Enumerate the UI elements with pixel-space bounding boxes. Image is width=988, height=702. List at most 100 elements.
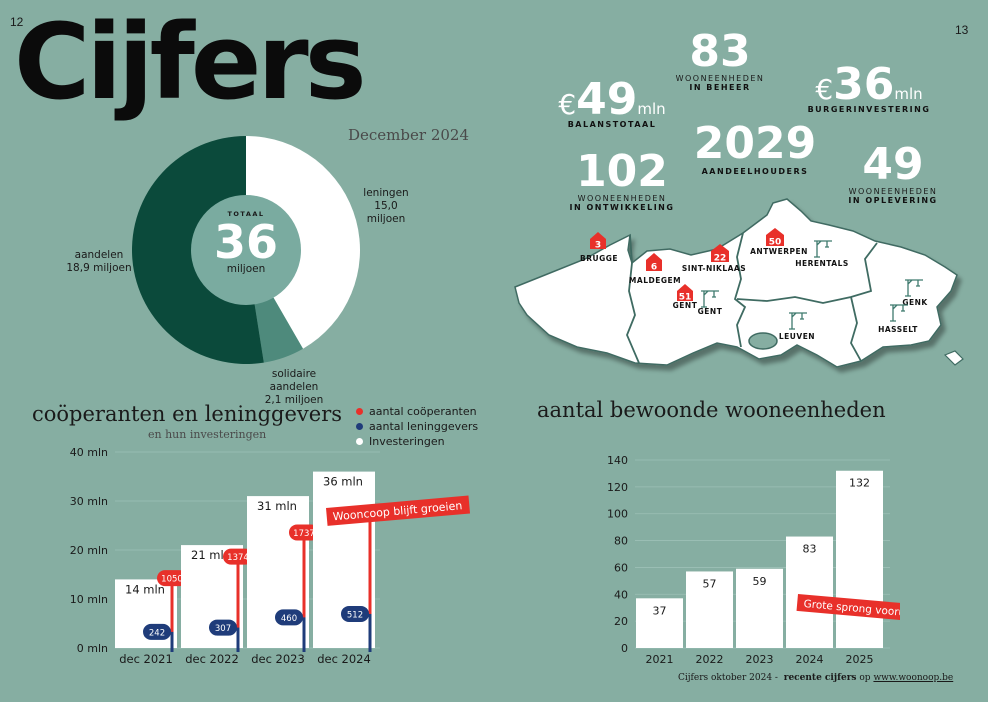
- investment-value-label: 36 mln: [323, 475, 363, 489]
- crane-icon-hasselt: [890, 304, 908, 322]
- units-bar: [686, 571, 733, 648]
- lender-bubble: [275, 609, 303, 626]
- y-tick-label: 40: [614, 588, 628, 601]
- units-chart: 0 20 40 60 80 100 120 140 37 2021 57 2022 59 2023 83 20…: [607, 454, 900, 666]
- y-tick-label: 20 mln: [70, 544, 108, 557]
- stat-units-managed: 83 WOONEENHEDEN IN BEHEER: [675, 26, 765, 93]
- donut-center-value: 36: [213, 215, 278, 269]
- stat-in-delivery: 49 WOONEENHEDEN IN OPLEVERING: [848, 139, 938, 206]
- map-city-genk: GENK: [902, 298, 928, 307]
- map-city-antwerpen: ANTWERPEN: [750, 247, 808, 256]
- units-bar: [636, 598, 683, 648]
- map-city-maldegem: MALDEGEM: [629, 276, 681, 285]
- units-value-label: 83: [803, 543, 817, 556]
- svg-text:22: 22: [714, 254, 727, 264]
- legend-dot: [356, 438, 363, 445]
- brussels-hole: [748, 332, 778, 350]
- lender-bubble: [209, 619, 237, 636]
- investment-bar: [313, 471, 375, 648]
- province-border: [850, 296, 862, 362]
- crane-icon-gent: [701, 290, 719, 308]
- map-city-gent-pin: GENT: [673, 301, 698, 310]
- y-tick-label: 100: [607, 508, 628, 521]
- cooperant-value: 1050: [161, 575, 183, 585]
- province-border: [736, 242, 878, 304]
- map-city-herentals: HERENTALS: [795, 259, 849, 268]
- lender-value: 460: [281, 614, 297, 624]
- y-tick-label: 40 mln: [70, 446, 108, 459]
- map-pin-sint-niklaas[interactable]: 22: [711, 244, 729, 264]
- svg-text:51: 51: [679, 293, 692, 303]
- donut-center-unit: miljoen: [226, 263, 266, 275]
- map-pin-brugge[interactable]: 3: [590, 232, 606, 251]
- footer-link[interactable]: www.woonoop.be: [873, 673, 954, 683]
- y-tick-label: 20: [614, 615, 628, 628]
- map-pin-gent[interactable]: 51: [677, 284, 693, 303]
- donut-label-leningen: leningen 15,0 miljoen: [363, 187, 409, 226]
- investment-value-label: 31 mln: [257, 499, 297, 513]
- page-subtitle: December 2024: [348, 126, 469, 144]
- donut-chart: [131, 136, 360, 364]
- map-shape: [514, 198, 958, 368]
- legend-dot: [356, 423, 363, 430]
- units-value-label: 132: [849, 477, 870, 490]
- x-tick-label: 2022: [696, 653, 724, 666]
- y-tick-label: 0: [621, 642, 628, 655]
- lender-bubble: [143, 623, 171, 640]
- cooperant-bubble: [223, 548, 253, 565]
- units-bar: [836, 470, 883, 648]
- x-tick-label: 2024: [796, 653, 824, 666]
- map-pin-antwerpen[interactable]: 50: [766, 228, 784, 248]
- x-tick-label: dec 2022: [185, 652, 239, 666]
- lender-value: 512: [347, 610, 363, 620]
- units-value-label: 57: [703, 577, 717, 590]
- legend-item: Investeringen: [356, 434, 478, 449]
- donut-center: [191, 195, 301, 305]
- lender-value: 307: [215, 624, 231, 634]
- units-value-label: 59: [753, 575, 767, 588]
- crane-icon-leuven: [789, 312, 807, 330]
- map-city-hasselt: HASSELT: [878, 325, 918, 334]
- map-city-gent-project: GENT: [698, 307, 723, 316]
- legend-item: aantal leninggevers: [356, 419, 478, 434]
- province-border: [626, 234, 640, 364]
- y-tick-label: 10 mln: [70, 593, 108, 606]
- investment-bar: [247, 496, 309, 648]
- lender-bubble: [341, 605, 369, 622]
- annotation-box: [326, 495, 471, 526]
- left-chart-subtitle: en hun investeringen: [148, 428, 267, 441]
- y-tick-label: 60: [614, 561, 628, 574]
- donut-center-label: TOTAAL: [227, 210, 265, 218]
- annotation-box: [796, 594, 900, 622]
- x-tick-label: 2025: [846, 653, 874, 666]
- crane-icon-herentals: [814, 240, 832, 258]
- investment-value-label: 14 mln: [125, 582, 165, 596]
- cooperant-value: 1374: [227, 553, 249, 563]
- map-pin-maldegem[interactable]: 6: [646, 253, 662, 273]
- svg-text:50: 50: [769, 238, 782, 248]
- lender-value: 242: [149, 628, 165, 638]
- left-chart-legend: aantal coöperanten aantal leninggevers I…: [356, 404, 478, 449]
- page-title: Cijfers: [14, 1, 367, 123]
- svg-text:6: 6: [651, 263, 657, 273]
- units-value-label: 37: [653, 604, 667, 617]
- investment-value-label: 21 mln: [191, 548, 231, 562]
- y-tick-label: 120: [607, 481, 628, 494]
- units-bar: [786, 536, 833, 648]
- donut-label-solidaire: solidaire aandelen 2,1 miljoen: [264, 368, 324, 407]
- legend-item: aantal coöperanten: [356, 404, 478, 419]
- x-tick-label: dec 2021: [119, 652, 173, 666]
- investment-chart: 0 mln 10 mln 20 mln 30 mln 40 mln 14 mln dec 2…: [70, 446, 471, 666]
- stat-balance: € 49 mln BALANSTOTAAL: [558, 74, 666, 130]
- stat-in-development: 102 WOONEENHEDEN IN ONTWIKKELING: [569, 146, 675, 213]
- donut-label-aandelen: aandelen 18,9 miljoen: [66, 249, 132, 275]
- stat-shareholders: 2029 AANDEELHOUDERS: [693, 118, 817, 177]
- cooperant-bubble: [289, 524, 319, 541]
- x-tick-label: 2023: [746, 653, 774, 666]
- y-tick-label: 140: [607, 454, 628, 467]
- page-number-left: 12: [10, 15, 24, 29]
- units-bar: [736, 568, 783, 648]
- cooperant-bubble: [157, 570, 187, 587]
- footer: Cijfers oktober 2024 - recente cijfers o…: [678, 673, 954, 683]
- right-chart-title: aantal bewoonde wooneenheden: [537, 398, 886, 422]
